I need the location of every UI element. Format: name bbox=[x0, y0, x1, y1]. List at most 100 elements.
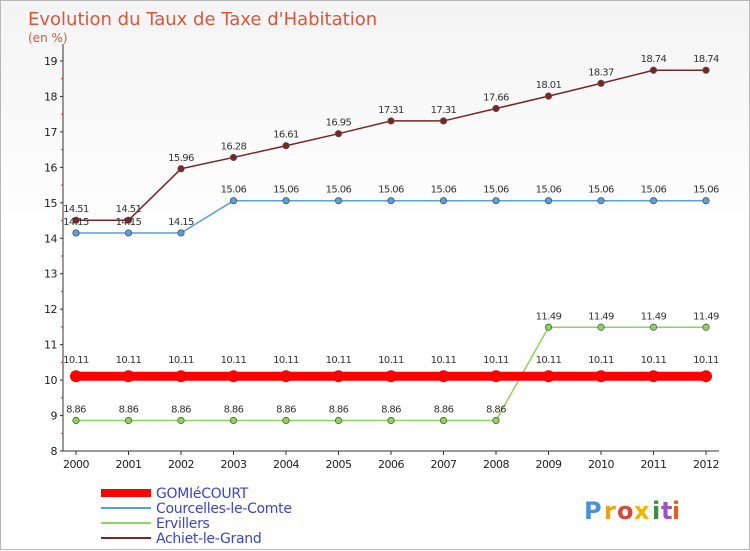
data-label: 10.11 bbox=[588, 355, 614, 366]
data-label: 15.06 bbox=[536, 185, 562, 196]
series-layer bbox=[70, 66, 712, 425]
data-label: 8.86 bbox=[119, 405, 139, 416]
data-label: 8.86 bbox=[434, 405, 454, 416]
y-tick-label: 10 bbox=[44, 374, 57, 387]
legend-label: GOMIéCOURT bbox=[156, 486, 249, 502]
y-tick-label: 12 bbox=[44, 303, 57, 316]
data-label: 14.51 bbox=[63, 204, 89, 215]
chart-title: Evolution du Taux de Taxe d'Habitation bbox=[28, 9, 377, 30]
data-label: 15.06 bbox=[378, 185, 404, 196]
data-label: 17.66 bbox=[483, 93, 509, 104]
data-point bbox=[122, 370, 135, 383]
data-label: 11.49 bbox=[641, 311, 667, 322]
data-label: 8.86 bbox=[66, 405, 86, 416]
data-point bbox=[595, 370, 607, 383]
y-tick-label: 15 bbox=[44, 197, 57, 210]
data-point bbox=[544, 323, 553, 331]
data-label: 16.95 bbox=[326, 118, 352, 129]
x-tick-label: 2000 bbox=[63, 458, 89, 471]
data-point bbox=[439, 416, 448, 425]
data-label: 14.15 bbox=[63, 217, 89, 228]
data-label: 10.11 bbox=[536, 355, 562, 366]
logo-letter: t bbox=[661, 497, 672, 525]
data-point bbox=[649, 323, 658, 331]
data-point bbox=[334, 130, 343, 138]
data-point bbox=[597, 79, 605, 87]
data-label: 8.86 bbox=[171, 405, 191, 416]
data-label: 14.51 bbox=[116, 204, 142, 215]
legend-label: Achiet-le-Grand bbox=[156, 531, 261, 547]
data-point bbox=[280, 370, 292, 383]
x-tick-label: 2005 bbox=[326, 458, 352, 471]
data-point bbox=[544, 92, 553, 100]
chart-subtitle: (en %) bbox=[28, 31, 68, 45]
data-point bbox=[175, 370, 187, 383]
x-tick-label: 2007 bbox=[431, 458, 457, 471]
data-point bbox=[387, 117, 395, 125]
data-point bbox=[385, 370, 397, 383]
legend-label: Ervillers bbox=[156, 516, 210, 532]
data-label: 15.06 bbox=[221, 185, 247, 196]
data-point bbox=[542, 370, 555, 383]
data-point bbox=[649, 66, 658, 74]
data-label: 10.11 bbox=[378, 355, 404, 366]
data-point bbox=[437, 370, 450, 383]
data-label: 15.96 bbox=[168, 153, 194, 164]
data-point bbox=[229, 197, 238, 205]
data-label: 16.28 bbox=[221, 141, 247, 152]
y-tick-label: 8 bbox=[51, 445, 58, 458]
data-label: 14.15 bbox=[116, 217, 142, 228]
y-tick-label: 19 bbox=[44, 55, 57, 68]
data-point bbox=[702, 197, 710, 205]
data-label: 16.61 bbox=[273, 130, 299, 141]
data-label: 18.01 bbox=[536, 80, 562, 91]
axes: 8 9 10 11 12 13 14 15 16 17 18 19 2000 2001 2002 2003 20… bbox=[44, 44, 720, 471]
data-point bbox=[334, 197, 343, 205]
data-label: 10.11 bbox=[431, 355, 457, 366]
data-label: 8.86 bbox=[381, 405, 401, 416]
y-tick-label: 16 bbox=[44, 161, 57, 174]
data-point bbox=[492, 104, 500, 113]
data-point bbox=[597, 323, 605, 331]
data-label: 8.86 bbox=[224, 405, 244, 416]
data-label: 11.49 bbox=[588, 311, 614, 322]
data-label: 15.06 bbox=[693, 185, 719, 196]
data-point bbox=[492, 416, 500, 425]
data-point bbox=[282, 197, 290, 205]
legend-label: Courcelles-le-Comte bbox=[156, 501, 292, 517]
data-point bbox=[334, 416, 343, 425]
data-label: 8.86 bbox=[276, 405, 296, 416]
data-point bbox=[229, 416, 238, 425]
y-tick-label: 17 bbox=[44, 126, 57, 139]
data-label: 15.06 bbox=[483, 185, 509, 196]
logo-letter: P bbox=[584, 497, 602, 525]
x-tick-label: 2003 bbox=[221, 458, 247, 471]
data-point bbox=[490, 370, 502, 383]
legend: GOMIéCOURTCourcelles-le-ComteErvillersAc… bbox=[101, 486, 292, 547]
data-label: 15.06 bbox=[588, 185, 614, 196]
data-label: 17.31 bbox=[378, 105, 404, 116]
data-point bbox=[177, 416, 185, 425]
data-label: 11.49 bbox=[693, 311, 719, 322]
x-tick-label: 2009 bbox=[536, 458, 562, 471]
y-tick-label: 18 bbox=[44, 90, 57, 103]
data-label: 10.11 bbox=[326, 355, 352, 366]
data-point bbox=[597, 197, 605, 205]
x-tick-label: 2001 bbox=[116, 458, 142, 471]
data-point bbox=[439, 117, 448, 125]
data-point bbox=[387, 197, 395, 205]
data-label: 18.74 bbox=[693, 54, 719, 65]
data-point bbox=[124, 416, 133, 425]
y-tick-label: 14 bbox=[44, 232, 57, 245]
data-point bbox=[177, 165, 185, 173]
y-tick-label: 13 bbox=[44, 268, 57, 281]
data-point bbox=[544, 197, 553, 205]
x-tick-label: 2002 bbox=[168, 458, 194, 471]
logo-letter: r bbox=[604, 497, 616, 525]
data-point bbox=[702, 323, 710, 331]
data-labels-layer: 8.86 8.86 8.86 8.86 8.86 8.86 8.86 8.86 8.86 11.4… bbox=[63, 54, 719, 415]
data-label: 10.11 bbox=[63, 355, 89, 366]
data-label: 15.06 bbox=[326, 185, 352, 196]
data-point bbox=[72, 216, 80, 224]
